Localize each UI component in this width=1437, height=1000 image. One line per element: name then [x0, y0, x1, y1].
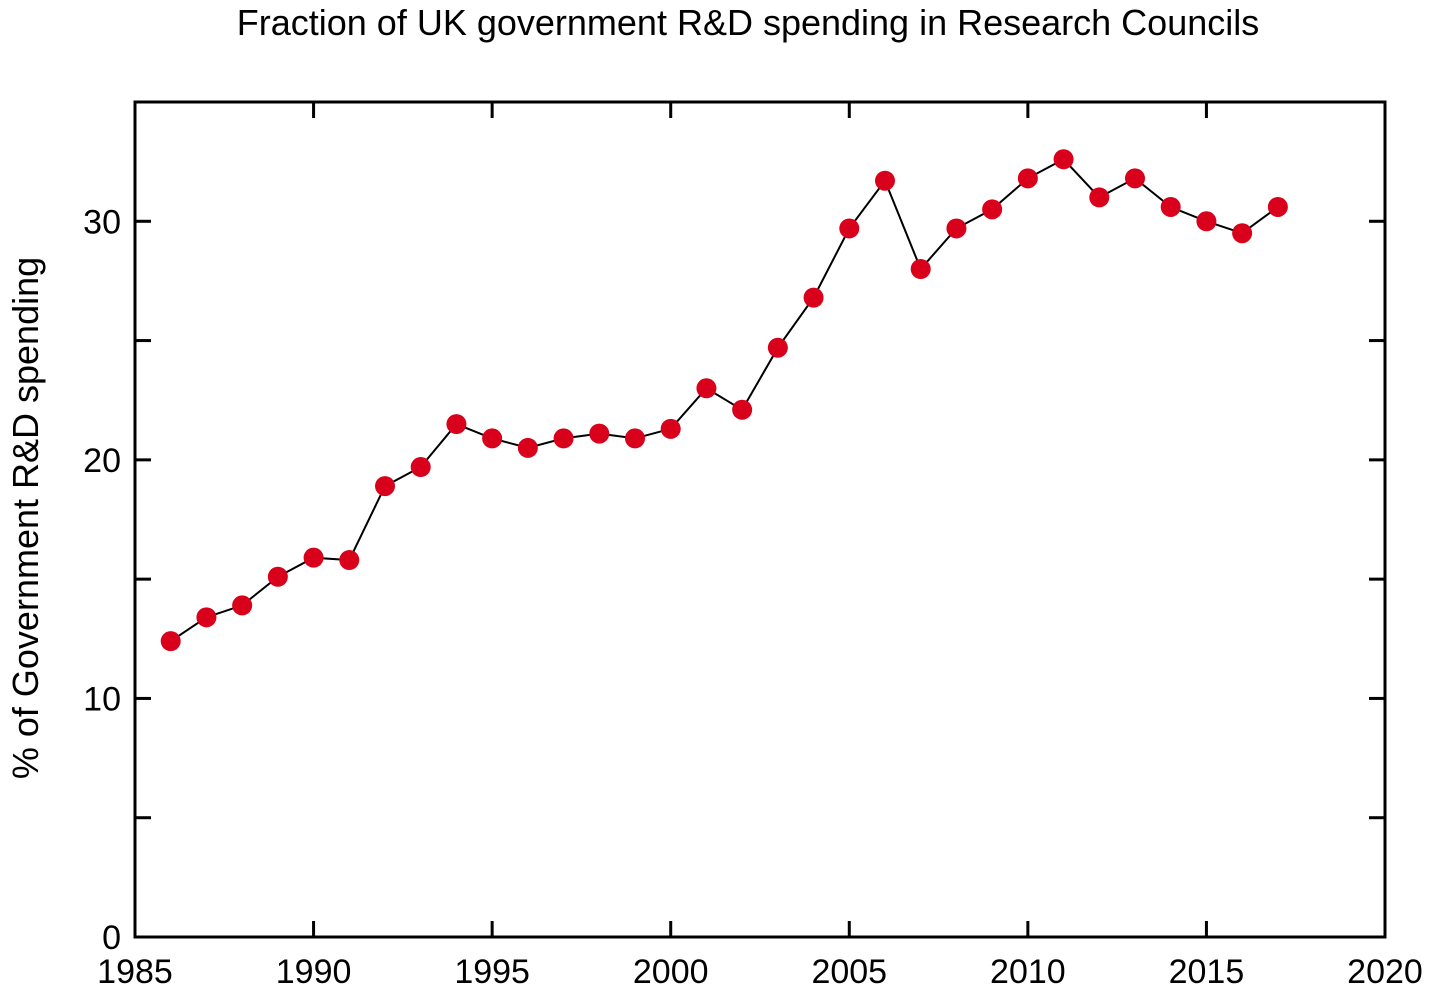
data-point — [446, 414, 467, 435]
y-tick-label: 20 — [83, 442, 121, 480]
data-point — [875, 170, 895, 191]
data-points — [160, 149, 1288, 652]
data-point — [910, 259, 931, 279]
x-tick-label: 2015 — [1169, 953, 1245, 991]
data-point — [625, 428, 645, 449]
data-point — [767, 337, 788, 358]
y-tick-label: 0 — [102, 919, 121, 957]
y-tick-label: 10 — [83, 680, 121, 718]
data-point — [660, 418, 681, 439]
plot-frame — [133, 100, 1387, 939]
x-tick-label: 2000 — [633, 953, 709, 991]
data-point — [410, 457, 431, 478]
data-point — [267, 566, 288, 587]
data-point — [303, 547, 324, 568]
data-point — [232, 595, 253, 616]
series-line — [170, 158, 1279, 643]
data-point — [1089, 187, 1110, 208]
x-tick-label: 1995 — [454, 953, 530, 991]
data-point — [553, 428, 574, 449]
x-tick-label: 2010 — [990, 953, 1066, 991]
series-line-layer — [170, 158, 1279, 643]
data-point — [589, 423, 610, 444]
x-tick-label: 1990 — [276, 953, 352, 991]
data-point — [339, 550, 360, 571]
chart-title: Fraction of UK government R&D spending i… — [237, 2, 1259, 43]
y-axis-label: % of Government R&D spending — [5, 257, 46, 779]
data-point — [1267, 196, 1288, 217]
data-point — [982, 199, 1003, 220]
x-tick-label: 2020 — [1347, 953, 1423, 991]
y-tick-label: 30 — [83, 203, 121, 241]
data-point — [732, 399, 753, 420]
data-point — [517, 437, 538, 458]
data-point — [1017, 168, 1038, 189]
data-point — [1160, 196, 1181, 217]
x-tick-label: 2005 — [811, 953, 887, 991]
data-point — [946, 218, 967, 239]
axis-ticks: 1985 1990 1995 2000 2005 2010 2015 2020 0 10 20 30 — [83, 100, 1423, 991]
data-point — [1053, 149, 1074, 170]
data-point — [803, 287, 824, 308]
data-point — [696, 378, 717, 399]
data-point — [196, 607, 217, 628]
x-tick-label: 1985 — [97, 953, 173, 991]
data-point — [375, 476, 395, 497]
data-point — [1125, 168, 1145, 189]
data-point — [160, 631, 181, 652]
data-point — [1196, 211, 1217, 232]
data-point — [1232, 223, 1253, 244]
data-point — [839, 218, 860, 239]
data-point — [482, 428, 503, 449]
